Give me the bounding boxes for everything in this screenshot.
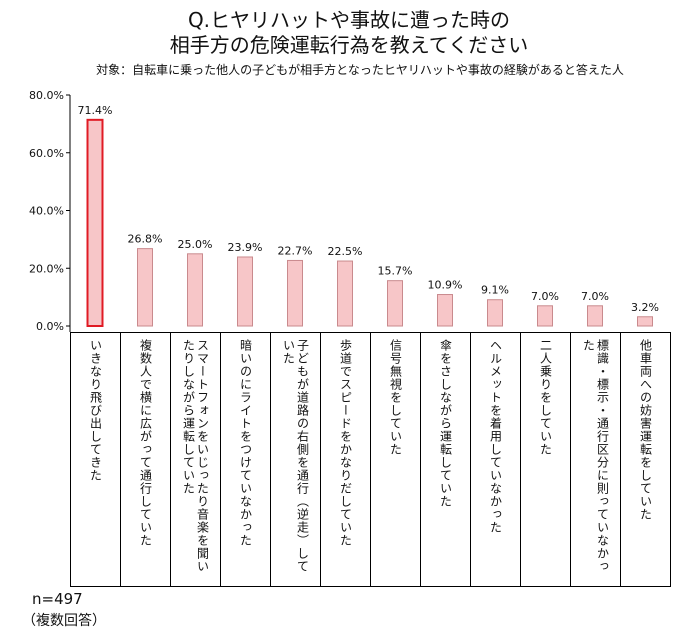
chart-title-line1: Q.ヒヤリハットや事故に遭った時の: [187, 8, 511, 32]
bar: [437, 294, 453, 327]
y-tick-label: 40.0%: [29, 205, 64, 218]
category-cell: 二人乗りをしていた: [521, 333, 571, 587]
category-label: 歩道でスピードをかなりだしていた: [338, 339, 353, 547]
category-label: 他車両への妨害運転をしていた: [638, 339, 653, 521]
y-tick-label: 0.0%: [36, 320, 64, 333]
bar: [86, 118, 104, 327]
sample-size: n=497: [32, 590, 83, 608]
data-label: 26.8%: [128, 233, 163, 246]
category-cell: 標識・標示・通行区分に則っていなかった: [571, 333, 621, 587]
data-label: 22.7%: [278, 244, 313, 257]
data-label: 7.0%: [581, 290, 609, 303]
data-label: 10.9%: [428, 279, 463, 292]
category-label: いきなり飛び出してきた: [88, 339, 103, 482]
category-label: 子どもが道路の右側を通行（逆走）していた: [281, 339, 310, 573]
multiple-answer-note: （複数回答）: [22, 613, 106, 629]
data-label: 25.0%: [178, 238, 213, 251]
category-cell: 暗いのにライトをつけていなかった: [221, 333, 271, 587]
category-cell: 歩道でスピードをかなりだしていた: [321, 333, 371, 587]
data-label: 71.4%: [78, 104, 113, 117]
category-label: ヘルメットを着用していなかった: [488, 339, 503, 534]
bar: [237, 256, 253, 327]
bar: [287, 259, 303, 327]
bar: [537, 305, 553, 327]
category-cell: いきなり飛び出してきた: [71, 333, 121, 587]
data-label: 3.2%: [631, 301, 659, 314]
category-label: 傘をさしながら運転していた: [438, 339, 453, 508]
bar: [337, 260, 353, 327]
category-cell: 傘をさしながら運転していた: [421, 333, 471, 587]
category-cell: スマートフォンをいじったり音楽を聞いたりしながら運転していた: [171, 333, 221, 587]
y-tick-label: 80.0%: [29, 89, 64, 102]
bar: [487, 299, 503, 327]
category-cell: 信号無視をしていた: [371, 333, 421, 587]
data-label: 9.1%: [481, 284, 509, 297]
category-label: 信号無視をしていた: [388, 339, 403, 456]
category-label: スマートフォンをいじったり音楽を聞いたりしながら運転していた: [181, 339, 210, 573]
y-tick-label: 60.0%: [29, 147, 64, 160]
bar: [637, 316, 653, 327]
bar: [587, 305, 603, 327]
category-cell: ヘルメットを着用していなかった: [471, 333, 521, 587]
category-label: 暗いのにライトをつけていなかった: [238, 339, 253, 547]
data-label: 23.9%: [228, 241, 263, 254]
chart-title-line2: 相手方の危険運転行為を教えてください: [169, 33, 529, 57]
category-label: 二人乗りをしていた: [538, 339, 553, 456]
bar: [387, 280, 403, 327]
y-tick-label: 20.0%: [29, 262, 64, 275]
data-label: 22.5%: [328, 245, 363, 258]
category-label: 標識・標示・通行区分に則っていなかった: [581, 339, 610, 573]
category-label: 複数人で横に広がって通行していた: [138, 339, 153, 547]
chart-subtitle: 対象：自転車に乗った他人の子どもが相手方となったヒヤリハットや事故の経験があると…: [96, 63, 624, 77]
data-label: 7.0%: [531, 290, 559, 303]
category-cell: 子どもが道路の右側を通行（逆走）していた: [271, 333, 321, 587]
category-cell: 複数人で横に広がって通行していた: [121, 333, 171, 587]
category-cell: 他車両への妨害運転をしていた: [621, 333, 671, 587]
bar-chart: 0.0% 20.0% 40.0% 60.0% 80.0% 71.4% 26.8% 25.0% 2…: [29, 89, 659, 333]
bar: [137, 248, 153, 327]
category-label-table: いきなり飛び出してきた 複数人で横に広がって通行していた スマートフォンをいじったり…: [70, 332, 671, 587]
bar: [187, 253, 203, 327]
data-label: 15.7%: [378, 265, 413, 278]
